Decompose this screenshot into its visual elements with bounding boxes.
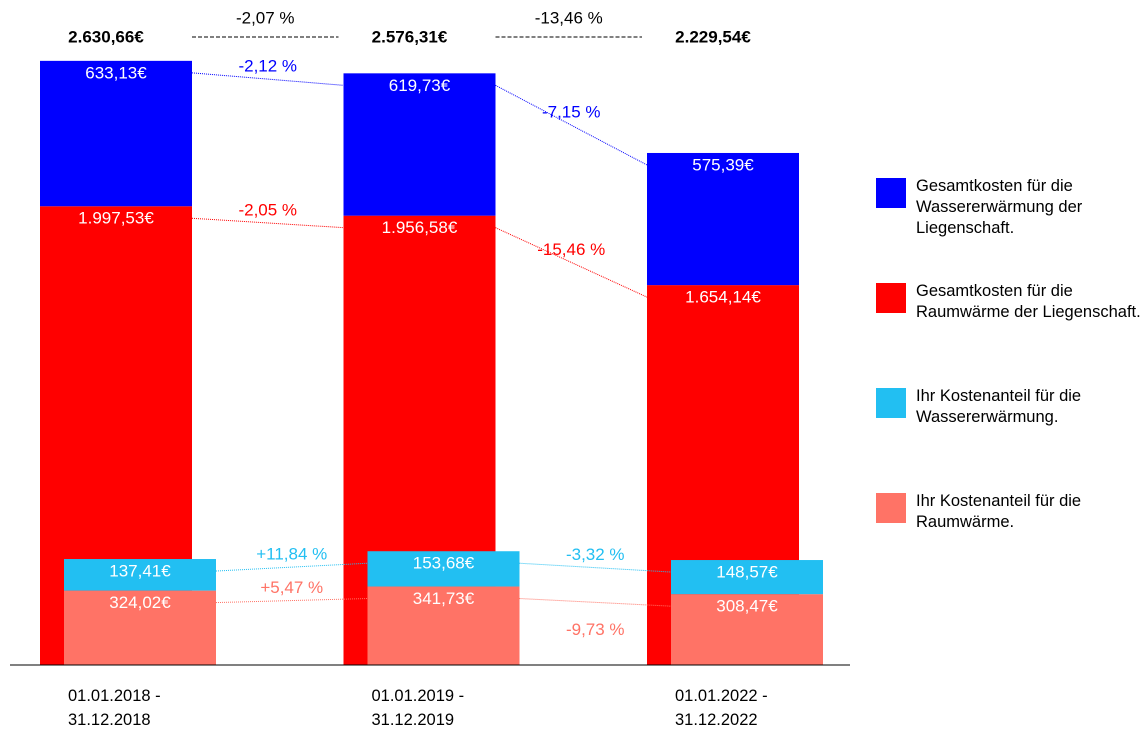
legend-swatch — [876, 388, 906, 418]
total-change-label: -2,07 % — [236, 8, 295, 27]
value-label: 153,68€ — [413, 554, 475, 573]
change-label: -2,05 % — [238, 200, 297, 219]
value-label: 137,41€ — [109, 562, 171, 581]
bar-segment — [40, 60, 192, 207]
legend-label: Ihr Kostenanteil für die Wassererwärmung… — [916, 387, 1082, 426]
change-connector — [495, 227, 648, 298]
bar-segment — [671, 560, 823, 595]
x-tick-label: 01.01.2019 - 31.12.2019 — [371, 687, 465, 729]
value-label: 1.654,14€ — [685, 288, 761, 307]
legend-swatch — [876, 283, 906, 313]
value-label: 633,13€ — [85, 63, 147, 82]
total-label: 2.630,66€ — [68, 27, 144, 46]
change-connector — [215, 598, 368, 604]
change-label: -7,15 % — [542, 103, 601, 122]
bar-segment — [671, 594, 823, 665]
change-label: +5,47 % — [260, 578, 323, 597]
change-label: -3,32 % — [566, 545, 625, 564]
value-label: 308,47€ — [716, 597, 778, 616]
legend-label: Ihr Kostenanteil für die Raumwärme. — [916, 492, 1082, 531]
value-label: 1.956,58€ — [382, 218, 458, 237]
x-tick-label: 01.01.2018 - 31.12.2018 — [68, 687, 161, 729]
bar-segment — [367, 586, 520, 665]
change-connector — [495, 84, 648, 166]
bar-segment — [64, 590, 216, 665]
legend-swatch — [876, 178, 906, 208]
change-connector — [519, 598, 672, 607]
legend-swatch — [876, 493, 906, 523]
change-label: -9,73 % — [566, 620, 625, 639]
value-label: 1.997,53€ — [78, 209, 154, 228]
value-label: 575,39€ — [692, 155, 754, 174]
value-label: 619,73€ — [389, 76, 451, 95]
bar-segment — [367, 551, 520, 587]
change-label: +11,84 % — [256, 545, 327, 564]
change-label: -2,12 % — [238, 57, 297, 76]
bar-segment — [64, 559, 216, 591]
total-label: 2.576,31€ — [372, 27, 448, 46]
legend-label: Gesamtkosten für die Raumwärme der Liege… — [916, 282, 1141, 321]
change-connector — [519, 562, 672, 573]
change-connector — [191, 217, 344, 229]
total-change-label: -13,46 % — [535, 8, 603, 27]
total-label: 2.229,54€ — [675, 27, 751, 46]
bar-segment — [647, 152, 799, 286]
change-connector — [191, 72, 344, 86]
value-label: 324,02€ — [109, 593, 171, 612]
legend-label: Gesamtkosten für die Wassererwärmung der… — [916, 177, 1083, 237]
x-tick-label: 01.01.2022 - 31.12.2022 — [675, 687, 768, 729]
change-label: -15,46 % — [537, 240, 605, 259]
change-connector — [215, 562, 368, 572]
value-label: 341,73€ — [413, 589, 475, 608]
bar-segment — [343, 73, 496, 216]
value-label: 148,57€ — [716, 563, 778, 582]
